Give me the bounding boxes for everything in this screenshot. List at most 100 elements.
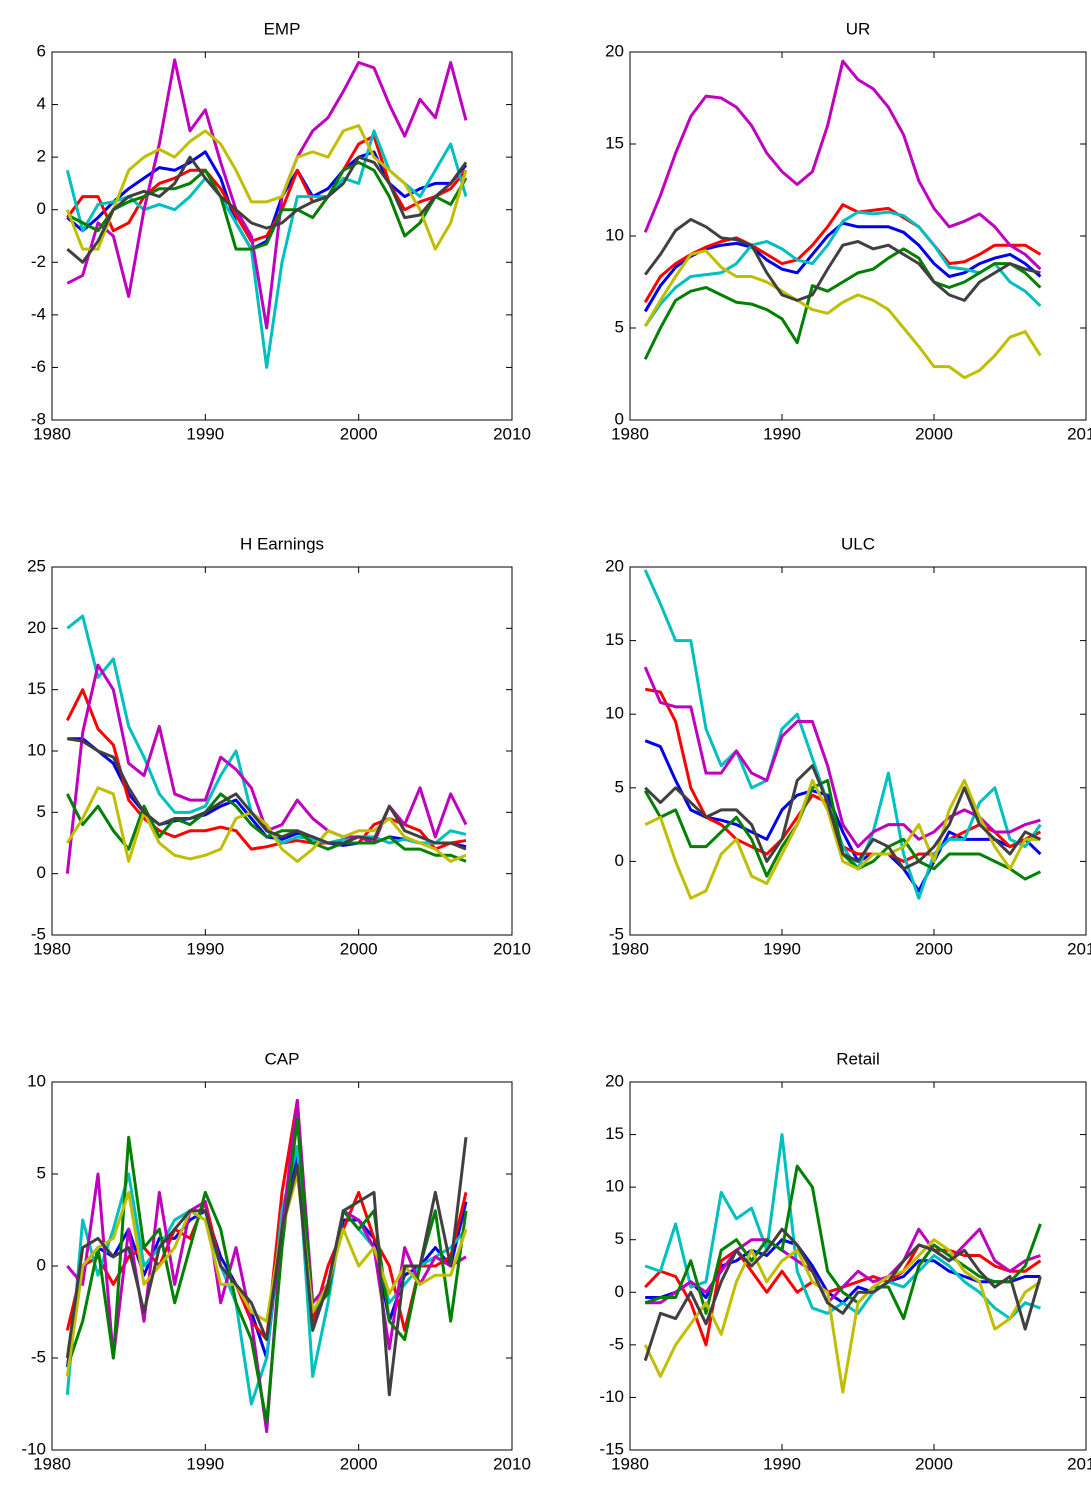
- y-tick-label: 5: [37, 1163, 46, 1182]
- x-tick-label: 2000: [915, 1454, 953, 1473]
- y-tick-label: 5: [37, 802, 46, 821]
- series-line: [644, 1164, 1042, 1321]
- y-tick-label: 15: [605, 1124, 624, 1143]
- x-tick-label: 1990: [186, 1454, 224, 1473]
- x-tick-label: 1990: [186, 939, 224, 958]
- x-tick-label: 1980: [611, 424, 649, 443]
- y-tick-label: 4: [37, 94, 46, 113]
- x-tick-label: 2010: [493, 424, 531, 443]
- x-tick-label: 1980: [33, 424, 71, 443]
- y-tick-label: 10: [605, 704, 624, 723]
- y-tick-label: -4: [31, 304, 46, 323]
- y-tick-label: -5: [31, 1347, 46, 1366]
- y-tick-label: 10: [605, 1177, 624, 1196]
- x-tick-label: 2000: [340, 939, 378, 958]
- y-tick-label: 10: [27, 740, 46, 759]
- series-line: [644, 1133, 1041, 1321]
- y-tick-label: 0: [37, 199, 46, 218]
- series-line: [65, 1137, 468, 1397]
- x-tick-label: 1990: [763, 939, 801, 958]
- y-tick-label: 0: [615, 1282, 624, 1301]
- y-tick-label: -5: [609, 924, 624, 943]
- chart-title: EMP: [264, 19, 301, 38]
- chart-title: UR: [846, 19, 871, 38]
- y-tick-label: 15: [605, 133, 624, 152]
- chart-title: H Earnings: [240, 534, 324, 553]
- x-tick-label: 1990: [763, 424, 801, 443]
- plot-frame: [51, 566, 513, 936]
- x-tick-label: 2000: [915, 939, 953, 958]
- x-tick-label: 2010: [1067, 424, 1091, 443]
- y-tick-label: -10: [21, 1439, 46, 1458]
- series-line: [65, 129, 468, 369]
- series-line: [643, 1238, 1042, 1394]
- x-tick-label: 1980: [611, 1454, 649, 1473]
- plot-frame: [629, 566, 1087, 936]
- series-line: [643, 59, 1042, 271]
- x-tick-label: 1980: [33, 939, 71, 958]
- x-tick-label: 2010: [493, 939, 531, 958]
- y-tick-label: 0: [615, 409, 624, 428]
- y-tick-label: -15: [599, 1439, 624, 1458]
- series-line: [65, 1117, 468, 1424]
- y-tick-label: 6: [37, 41, 46, 60]
- y-tick-label: 0: [615, 851, 624, 870]
- series-line: [644, 778, 1041, 900]
- series-line: [66, 155, 468, 264]
- series-line: [643, 1227, 1042, 1362]
- x-tick-label: 2000: [915, 424, 953, 443]
- y-tick-label: 10: [605, 225, 624, 244]
- x-tick-label: 2010: [493, 1454, 531, 1473]
- plot-frame: [629, 1081, 1087, 1451]
- y-tick-label: -5: [609, 1334, 624, 1353]
- y-tick-label: 20: [605, 556, 624, 575]
- series-line: [65, 792, 467, 863]
- chart-title: Retail: [836, 1049, 879, 1068]
- chart-title: CAP: [265, 1049, 300, 1068]
- y-tick-label: 5: [615, 317, 624, 336]
- series-line: [644, 764, 1042, 871]
- series-line: [65, 1098, 468, 1342]
- y-tick-label: 5: [615, 777, 624, 796]
- y-tick-label: 0: [37, 1255, 46, 1274]
- y-tick-label: 5: [615, 1229, 624, 1248]
- plot-frame: [51, 51, 513, 421]
- y-tick-label: 25: [27, 556, 46, 575]
- y-tick-label: -5: [31, 924, 46, 943]
- x-tick-label: 1990: [763, 1454, 801, 1473]
- y-tick-label: -10: [599, 1387, 624, 1406]
- series-line: [643, 210, 1042, 328]
- y-tick-label: 15: [605, 630, 624, 649]
- series-line: [643, 203, 1042, 304]
- series-line: [66, 134, 468, 243]
- y-tick-label: 20: [605, 41, 624, 60]
- x-tick-label: 1980: [33, 1454, 71, 1473]
- y-tick-label: 20: [605, 1071, 624, 1090]
- series-line: [643, 249, 1042, 380]
- series-line: [67, 737, 467, 851]
- y-tick-label: 15: [27, 679, 46, 698]
- x-tick-label: 2000: [340, 1454, 378, 1473]
- series-line: [66, 160, 468, 251]
- y-tick-label: -2: [31, 252, 46, 271]
- x-tick-label: 2010: [1067, 1454, 1091, 1473]
- y-tick-label: -6: [31, 357, 46, 376]
- series-line: [66, 614, 467, 845]
- x-tick-label: 1990: [186, 424, 224, 443]
- x-tick-label: 1980: [611, 939, 649, 958]
- series-line: [66, 786, 467, 863]
- chart-title: ULC: [841, 534, 875, 553]
- series-line: [643, 247, 1042, 360]
- series-line: [66, 58, 468, 330]
- y-tick-label: -8: [31, 409, 46, 428]
- y-tick-label: 20: [27, 618, 46, 637]
- series-line: [65, 663, 468, 874]
- series-line: [643, 221, 1042, 313]
- y-tick-label: 0: [37, 863, 46, 882]
- y-tick-label: 10: [27, 1071, 46, 1090]
- x-tick-label: 2010: [1067, 939, 1091, 958]
- series-line: [645, 1227, 1041, 1305]
- x-tick-label: 2000: [340, 424, 378, 443]
- series-line: [65, 124, 468, 251]
